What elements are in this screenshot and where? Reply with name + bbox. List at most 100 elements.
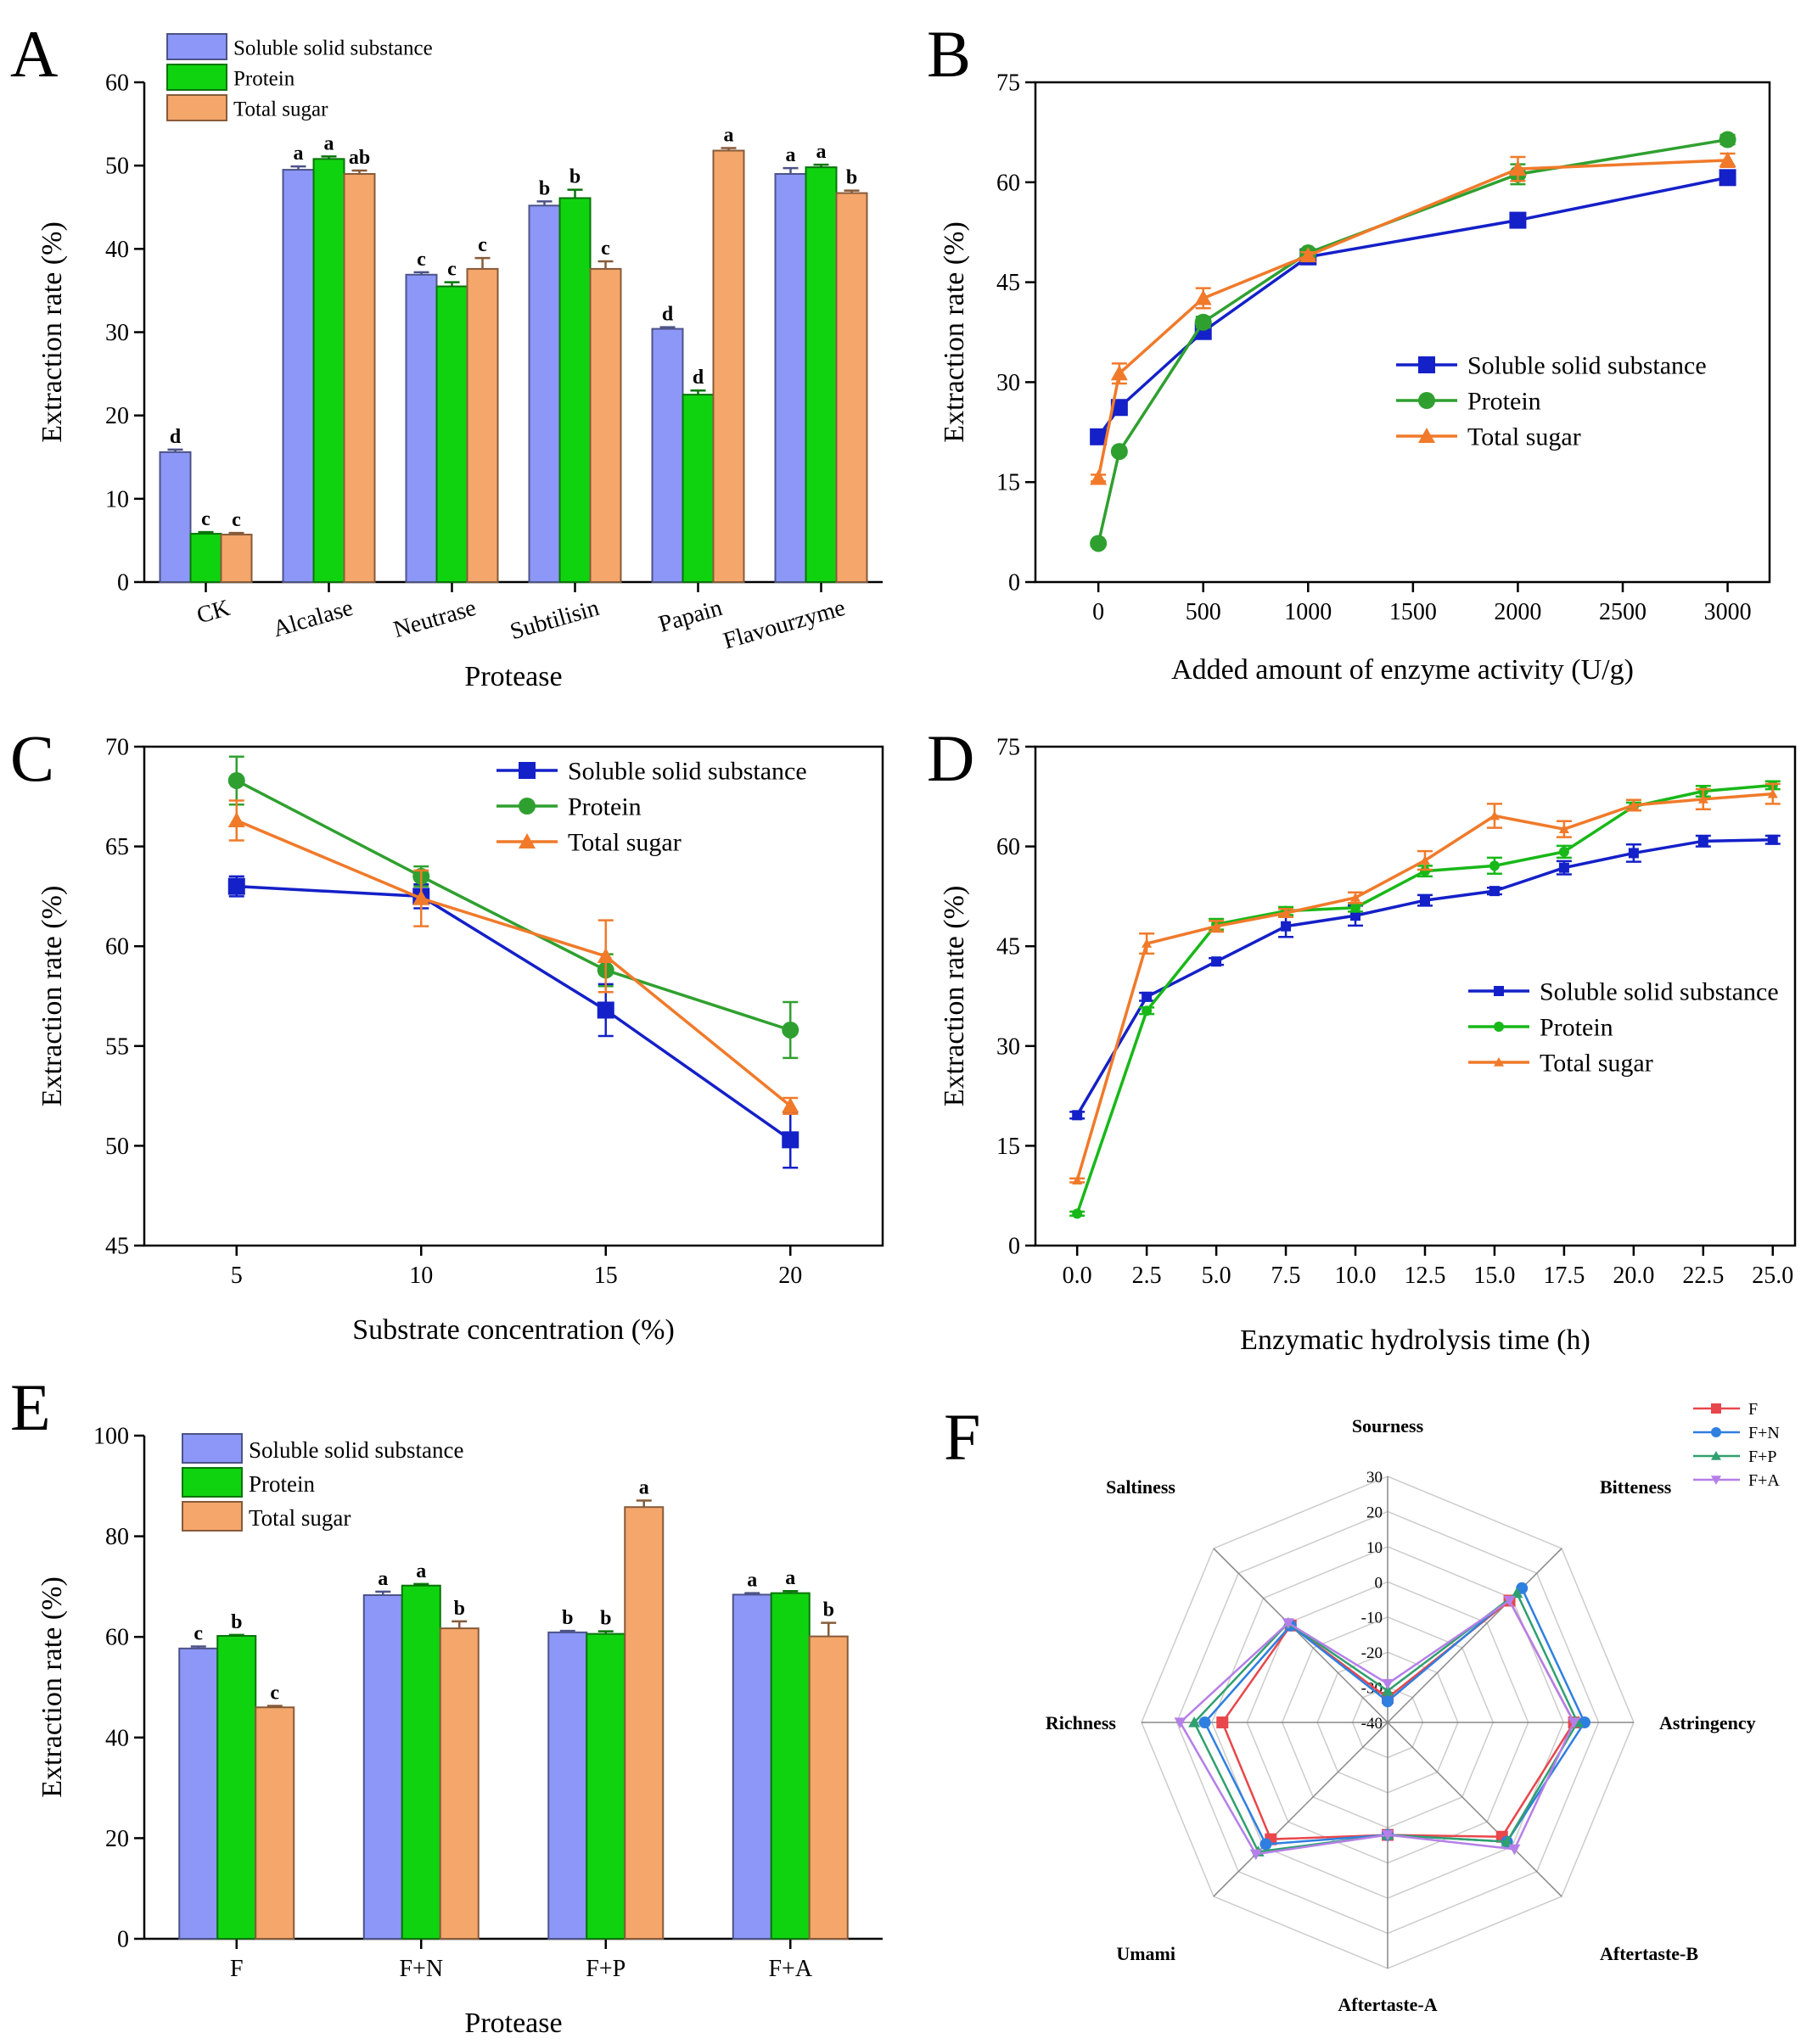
bar	[439, 1627, 480, 1940]
bar	[362, 1593, 403, 1940]
x-tick-label: Flavourzyme	[721, 595, 849, 655]
significance-letter: b	[569, 166, 581, 188]
y-tick-label: 40	[105, 1725, 129, 1751]
y-tick-label: 20	[105, 403, 129, 429]
y-axis-title: Extraction rate (%)	[36, 886, 68, 1107]
radar-axis-label: Aftertaste-A	[1338, 1994, 1437, 2015]
x-tick-label: 10.0	[1335, 1263, 1377, 1289]
data-point	[1090, 428, 1108, 445]
data-point	[1558, 846, 1569, 857]
y-tick-label: 45	[996, 270, 1020, 296]
radar-tick-label: -10	[1361, 1610, 1383, 1627]
legend-label: Total sugar	[233, 98, 328, 121]
x-tick-label: 12.5	[1404, 1263, 1445, 1289]
data-point	[1767, 788, 1778, 798]
y-tick-label: 60	[105, 934, 129, 960]
data-point	[1142, 991, 1153, 1002]
significance-letter: c	[270, 1682, 279, 1704]
radar-tick-label: 0	[1375, 1574, 1383, 1592]
x-tick-label: 1500	[1389, 599, 1437, 625]
panel-f-radar-chart: -40-30-20-100102030SournessBittenessAstr…	[1046, 1400, 1781, 2015]
y-tick-label: 45	[105, 1234, 129, 1260]
bar	[343, 172, 376, 583]
legend-marker	[1494, 986, 1504, 996]
y-tick-label: 65	[105, 834, 129, 860]
radar-axis-label: Astringency	[1659, 1712, 1756, 1733]
x-tick-label: 25.0	[1752, 1263, 1793, 1289]
legend-marker	[1418, 392, 1435, 409]
legend-label: F	[1748, 1400, 1758, 1419]
data-point	[1628, 799, 1639, 809]
legend-swatch	[166, 33, 227, 60]
legend-marker	[1494, 1057, 1504, 1067]
series-line	[235, 779, 791, 1032]
panel-label-d: D	[927, 721, 974, 795]
legend-marker	[1418, 356, 1435, 373]
radar-point	[1511, 1587, 1523, 1599]
significance-letter: a	[639, 1476, 649, 1498]
y-tick-label: 60	[996, 834, 1020, 860]
bar	[435, 285, 468, 583]
data-point	[597, 1001, 614, 1019]
legend-swatch	[166, 64, 227, 91]
panel-d-line-chart: 0 15 30 45 60 75 0.0 2.5 5.0 7.5 10.0 12.5 15.0 17.5 2…	[939, 735, 1797, 1356]
panel-b-line-chart: 0 15 30 45 60 75 0 500 1000 1500 2000 2500 3000 Added…	[939, 70, 1771, 686]
plot-frame	[143, 745, 884, 1247]
series-line	[236, 884, 792, 1141]
legend-marker	[1418, 428, 1435, 443]
radar-tick-label: -40	[1361, 1715, 1383, 1733]
radar-axis-label: Saltiness	[1106, 1476, 1175, 1498]
x-axis-title: Added amount of enzyme activity (U/g)	[1171, 654, 1634, 686]
data-point	[1299, 247, 1317, 263]
legend-label: F+P	[1748, 1448, 1777, 1466]
bar	[312, 158, 345, 584]
x-tick-label: CK	[194, 595, 233, 630]
legend-marker	[1711, 1476, 1721, 1485]
panel-e-bar-chart: 0 20 40 60 80 100 Fc b c F+N a a b F+P b b a F+A a a b Protea…	[36, 1424, 883, 2039]
data-point	[1110, 365, 1128, 381]
radar-axis-label: Richness	[1046, 1712, 1117, 1733]
legend-label: Soluble solid substance	[568, 758, 807, 786]
data-point	[1142, 1005, 1153, 1016]
radar-point	[1259, 1838, 1272, 1851]
radar-point	[1198, 1716, 1211, 1728]
significance-letter: a	[378, 1568, 388, 1590]
data-point	[1194, 289, 1212, 305]
data-point	[1350, 902, 1361, 913]
significance-letter: c	[601, 238, 610, 260]
y-tick-label: 30	[996, 370, 1020, 396]
y-tick-label: 75	[996, 70, 1020, 97]
radar-point	[1501, 1835, 1513, 1847]
bar	[808, 1635, 849, 1940]
y-tick-label: 70	[105, 735, 129, 761]
radar-point	[1282, 1618, 1294, 1629]
legend-label: Protein	[568, 793, 642, 821]
legend-label: Protein	[249, 1471, 315, 1497]
radar-point	[1382, 1684, 1394, 1696]
data-point	[1767, 834, 1778, 845]
legend-label: Total sugar	[249, 1505, 351, 1531]
data-point	[1558, 862, 1569, 873]
y-tick-label: 10	[105, 486, 129, 512]
bar	[159, 451, 192, 583]
significance-letter: b	[823, 1599, 834, 1621]
significance-letter: c	[417, 249, 426, 271]
data-point	[227, 877, 245, 895]
radar-point	[1382, 1829, 1394, 1841]
series-line	[1097, 159, 1728, 479]
significance-letter: a	[324, 132, 334, 154]
radar-point	[1382, 1695, 1394, 1708]
x-tick-label: 0.0	[1063, 1263, 1092, 1289]
bar	[624, 1506, 665, 1940]
x-axis-title: Protease	[464, 2008, 562, 2039]
panel-label-f: F	[944, 1400, 980, 1474]
data-point	[1509, 160, 1527, 176]
x-axis-title: Protease	[464, 661, 562, 692]
legend-label: Protein	[1467, 388, 1541, 416]
y-tick-label: 50	[105, 1134, 129, 1160]
radar-point	[1249, 1849, 1262, 1861]
legend-marker	[1494, 1022, 1504, 1032]
x-tick-label: Neutrase	[390, 595, 479, 643]
bar	[586, 1632, 626, 1940]
bar	[805, 166, 838, 583]
